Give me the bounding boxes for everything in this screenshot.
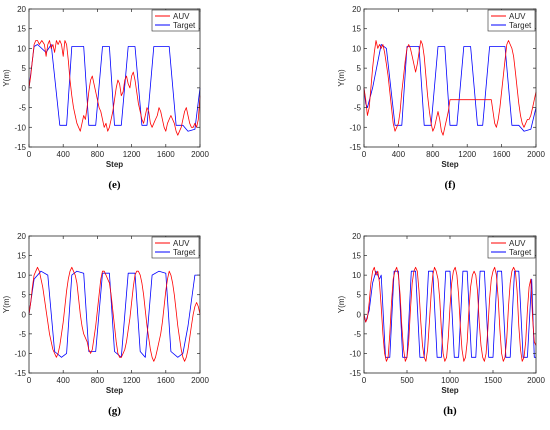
- y-tick-label: -15: [349, 369, 361, 378]
- x-axis-label: Step: [441, 386, 458, 395]
- y-tick-label: -5: [354, 104, 362, 113]
- panel-caption: (e): [108, 179, 121, 191]
- x-tick-label: 800: [426, 150, 440, 159]
- legend-label-auv: AUV: [173, 12, 190, 21]
- y-tick-label: -15: [349, 143, 361, 152]
- y-tick-label: 20: [352, 232, 361, 241]
- chart-panel: 0 400 800 1200 1600 2000 -15 -10 -5 0 5 10 15 20 Step Y…: [337, 5, 545, 191]
- y-tick-label: 15: [17, 25, 26, 34]
- y-tick-label: 15: [17, 252, 26, 261]
- y-tick-label: 10: [352, 44, 361, 53]
- x-tick-label: 1000: [441, 376, 459, 385]
- y-tick-label: -5: [354, 330, 362, 339]
- x-tick-label: 500: [400, 376, 414, 385]
- panel-caption: (f): [445, 179, 456, 191]
- legend-label-auv: AUV: [173, 239, 190, 248]
- chart-panel: 0 400 800 1200 1600 2000 -15 -10 -5 0 5 10 15 20 Step Y…: [2, 232, 209, 417]
- y-axis-label: Y(m): [2, 296, 11, 314]
- chart-panel: 0 500 1000 1500 2000 -15 -10 -5 0 5 10 15 20 Step Y(m)…: [337, 232, 545, 417]
- x-tick-label: 1600: [157, 376, 175, 385]
- legend-label-auv: AUV: [509, 239, 526, 248]
- x-tick-label: 400: [392, 150, 406, 159]
- y-tick-label: -5: [19, 104, 27, 113]
- y-tick-label: 10: [352, 271, 361, 280]
- y-tick-label: 5: [357, 291, 362, 300]
- legend-box: [487, 9, 536, 32]
- legend-label-target: Target: [173, 248, 196, 257]
- y-tick-label: 20: [17, 232, 26, 241]
- y-tick-label: 5: [22, 291, 27, 300]
- series-line-auv: [363, 266, 537, 362]
- series-line-auv: [28, 40, 201, 136]
- axes-box: [28, 8, 201, 148]
- y-axis-label: Y(m): [337, 296, 346, 314]
- y-tick-label: 0: [357, 84, 362, 93]
- legend-box: [151, 236, 200, 259]
- x-tick-label: 1200: [123, 150, 141, 159]
- y-axis-label: Y(m): [337, 69, 346, 87]
- x-tick-label: 0: [362, 150, 367, 159]
- x-axis-label: Step: [441, 160, 458, 169]
- x-axis-label: Step: [106, 160, 123, 169]
- series-line-target: [363, 44, 537, 132]
- y-tick-label: -10: [14, 349, 26, 358]
- y-tick-label: 15: [352, 252, 361, 261]
- x-tick-label: 1500: [484, 376, 502, 385]
- y-tick-label: 10: [17, 271, 26, 280]
- x-tick-label: 1200: [458, 150, 476, 159]
- legend-label-target: Target: [509, 21, 532, 30]
- series-line-target: [28, 44, 201, 132]
- y-tick-label: 10: [17, 44, 26, 53]
- y-tick-label: -10: [349, 349, 361, 358]
- axes-box: [363, 8, 537, 148]
- x-tick-label: 2000: [191, 376, 209, 385]
- x-axis-label: Step: [106, 386, 123, 395]
- y-tick-label: -15: [14, 369, 26, 378]
- series-line-target: [28, 270, 200, 358]
- legend-label-auv: AUV: [509, 12, 526, 21]
- x-tick-label: 1200: [123, 376, 141, 385]
- x-tick-label: 400: [57, 150, 71, 159]
- x-tick-label: 0: [362, 376, 367, 385]
- x-tick-label: 400: [57, 376, 71, 385]
- y-tick-label: -10: [349, 123, 361, 132]
- panel-caption: (h): [443, 405, 457, 417]
- axes-box: [28, 235, 201, 374]
- y-tick-label: -15: [14, 143, 26, 152]
- x-tick-label: 2000: [527, 150, 545, 159]
- y-tick-label: 20: [352, 5, 361, 14]
- x-tick-label: 1600: [493, 150, 511, 159]
- x-tick-label: 800: [91, 150, 105, 159]
- x-tick-label: 800: [91, 376, 105, 385]
- legend-label-target: Target: [509, 248, 532, 257]
- y-tick-label: 0: [22, 84, 27, 93]
- x-tick-label: 2000: [527, 376, 545, 385]
- y-tick-label: 0: [22, 310, 27, 319]
- legend-label-target: Target: [173, 21, 196, 30]
- legend-box: [151, 9, 200, 32]
- series-line-auv: [28, 266, 201, 362]
- y-tick-label: 15: [352, 25, 361, 34]
- panel-caption: (g): [108, 405, 121, 417]
- series-line-auv: [363, 40, 537, 136]
- y-tick-label: 0: [357, 310, 362, 319]
- y-tick-label: 5: [357, 64, 362, 73]
- chart-panel: 0 400 800 1200 1600 2000 -15 -10 -5 0 5 10 15 20 Step Y…: [2, 5, 209, 191]
- x-tick-label: 0: [27, 150, 32, 159]
- y-tick-label: 20: [17, 5, 26, 14]
- x-tick-label: 1600: [157, 150, 175, 159]
- x-tick-label: 0: [27, 376, 32, 385]
- y-tick-label: 5: [22, 64, 27, 73]
- y-tick-label: -10: [14, 123, 26, 132]
- y-axis-label: Y(m): [2, 69, 11, 87]
- legend-box: [487, 236, 536, 259]
- y-tick-label: -5: [19, 330, 27, 339]
- series-line-target: [363, 270, 536, 358]
- x-tick-label: 2000: [191, 150, 209, 159]
